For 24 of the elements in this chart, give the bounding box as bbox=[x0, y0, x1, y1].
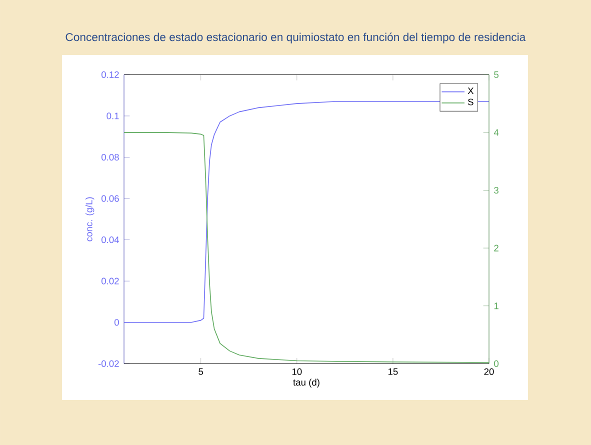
y-tick-label: 0.08 bbox=[101, 154, 119, 161]
y-tick-label: 0.12 bbox=[101, 71, 119, 78]
y2-tick-label: 4 bbox=[494, 129, 499, 136]
y-tick-label: 0.06 bbox=[101, 195, 119, 202]
x-tick-label: 15 bbox=[388, 368, 398, 375]
chart-title: Concentraciones de estado estacionario en quimiostato en función del tiempo de residencia bbox=[66, 32, 526, 44]
y-axis-title: conc. (g/L) bbox=[86, 197, 94, 242]
x-tick-label: 5 bbox=[198, 368, 204, 375]
legend-label: S bbox=[468, 98, 474, 106]
y-tick-label: -0.02 bbox=[98, 360, 119, 367]
y2-tick-label: 5 bbox=[494, 71, 498, 78]
y2-tick-label: 2 bbox=[494, 244, 498, 252]
y-tick-label: 0 bbox=[114, 319, 119, 326]
y-tick-label: 0.04 bbox=[101, 236, 120, 244]
legend-label: X bbox=[468, 88, 474, 94]
y2-tick-label: 3 bbox=[494, 186, 498, 194]
y-tick-label: 0.1 bbox=[106, 112, 119, 120]
x-tick-label: 10 bbox=[292, 368, 302, 375]
x-tick-label: 20 bbox=[484, 368, 494, 375]
y2-tick-label: 0 bbox=[494, 360, 499, 367]
x-axis-title: tau (d) bbox=[293, 378, 320, 388]
y-tick-label: 0.02 bbox=[101, 278, 119, 284]
y2-tick-label: 1 bbox=[494, 302, 498, 310]
line-series bbox=[124, 132, 489, 363]
